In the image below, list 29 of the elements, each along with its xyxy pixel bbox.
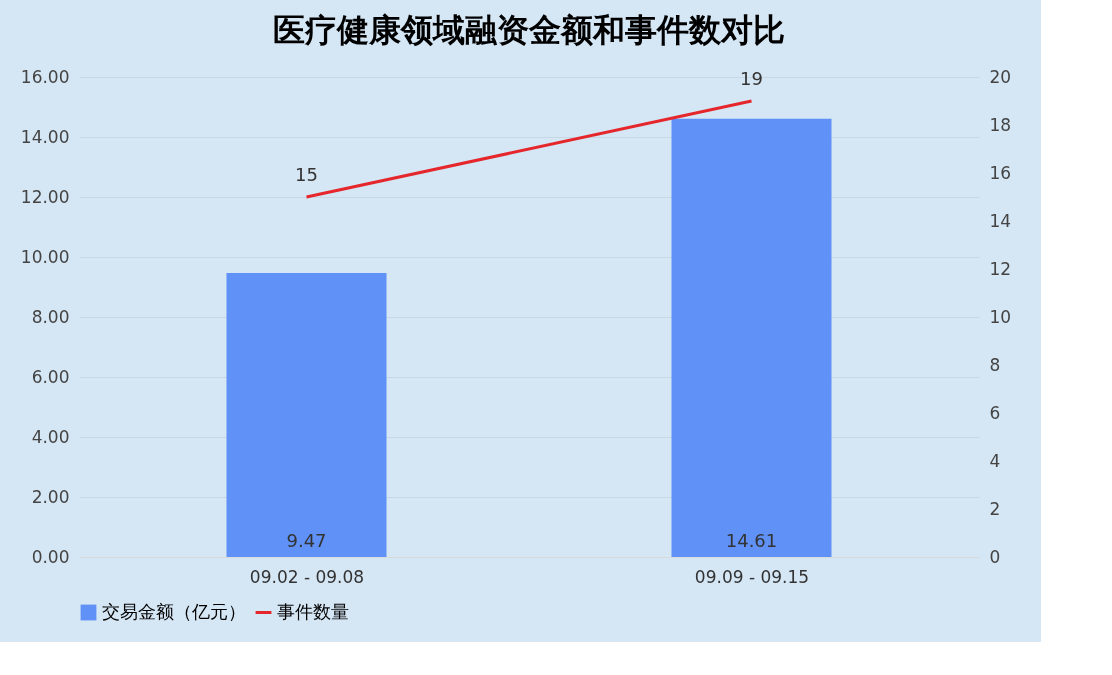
y2-tick-label: 10 bbox=[989, 306, 1012, 327]
x-tick-label: 09.09 - 09.15 bbox=[694, 566, 810, 587]
y-tick-label: 12.00 bbox=[20, 186, 70, 207]
y2-tick-label: 12 bbox=[989, 258, 1012, 279]
legend-label: 事件数量 bbox=[277, 600, 349, 622]
y-tick-label: 16.00 bbox=[20, 66, 70, 87]
data-label: 15 bbox=[295, 164, 318, 185]
y2-tick-label: 6 bbox=[989, 402, 1001, 423]
y2-tick-label: 2 bbox=[989, 498, 1001, 519]
y2-tick-label: 4 bbox=[989, 450, 1001, 471]
y-tick-label: 10.00 bbox=[20, 246, 70, 267]
data-label: 9.47 bbox=[286, 530, 327, 551]
x-tick-label: 09.02 - 09.08 bbox=[249, 566, 365, 587]
y-tick-label: 14.00 bbox=[20, 126, 70, 147]
y-tick-label: 4.00 bbox=[31, 426, 70, 447]
y-tick-label: 0.00 bbox=[31, 546, 70, 567]
y2-tick-label: 14 bbox=[989, 210, 1012, 231]
y2-tick-label: 0 bbox=[989, 546, 1001, 567]
y-tick-label: 8.00 bbox=[31, 306, 70, 327]
y-tick-label: 6.00 bbox=[31, 366, 70, 387]
data-label: 14.61 bbox=[725, 530, 778, 551]
y2-tick-label: 8 bbox=[989, 354, 1001, 375]
legend-label: 交易金额（亿元） bbox=[102, 600, 246, 622]
chart-title: 医疗健康领域融资金额和事件数对比 bbox=[273, 11, 785, 49]
y-tick-label: 2.00 bbox=[31, 486, 70, 507]
y2-tick-label: 20 bbox=[989, 66, 1012, 87]
data-label: 19 bbox=[740, 68, 763, 89]
y2-tick-label: 18 bbox=[989, 114, 1012, 135]
y2-tick-label: 16 bbox=[989, 162, 1012, 183]
